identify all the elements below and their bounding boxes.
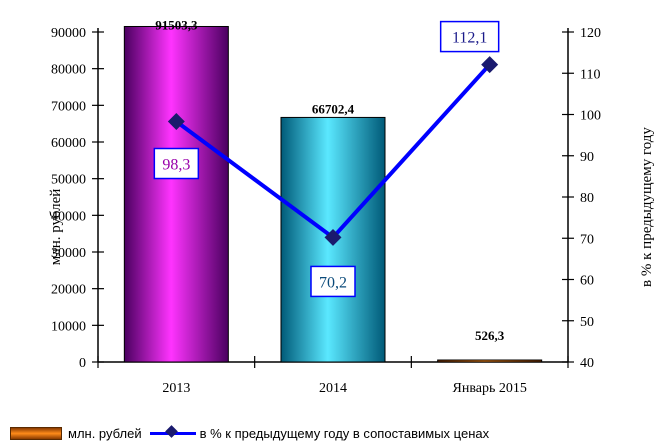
line-marker (167, 113, 185, 130)
left-tick-label: 70000 (51, 99, 86, 114)
legend: млн. рублей в % к предыдущему году в соп… (10, 424, 489, 442)
line-value-label: 98,3 (162, 157, 190, 174)
combo-chart: 0 10000 20000 30000 40000 50000 60000 70000 8000… (48, 17, 655, 396)
line-value-box (153, 147, 200, 180)
line-marker (324, 228, 342, 246)
data-labels: 91503,3 66702,4 526,3 98,3 70,2 112,1 (153, 17, 505, 343)
right-tick-label: 50 (580, 315, 594, 330)
line-value-box (310, 265, 356, 298)
left-tick-label: 90000 (51, 26, 86, 41)
legend-bar-label: млн. рублей (68, 425, 142, 441)
right-axis-title: в % к предыдущему году (639, 127, 655, 287)
right-tick-label: 100 (580, 109, 601, 124)
legend-bar-swatch (10, 426, 62, 440)
x-tick-label: 2013 (162, 381, 190, 396)
legend-line-swatch (149, 425, 196, 439)
left-tick-label: 40000 (51, 209, 86, 224)
left-tick-label: 20000 (51, 283, 86, 298)
x-tick-label: Январь 2015 (452, 381, 526, 396)
right-tick-label: 60 (580, 274, 594, 289)
bar (437, 359, 543, 363)
left-tick-label: 80000 (51, 63, 86, 78)
x-tick-label: 2014 (319, 381, 347, 396)
line-value-box (439, 20, 500, 53)
left-tick-label: 60000 (51, 136, 86, 151)
left-tick-label: 10000 (51, 319, 86, 334)
right-tick-label: 110 (580, 67, 600, 82)
bar-series (123, 25, 543, 363)
right-tick-label: 70 (580, 232, 594, 247)
line-value-label: 112,1 (452, 30, 487, 47)
right-tick-label: 90 (580, 150, 594, 165)
left-tick-label: 50000 (51, 173, 86, 188)
right-tick-label: 80 (580, 191, 594, 206)
bar-value-label: 66702,4 (312, 101, 355, 116)
line-value-label: 70,2 (319, 274, 347, 291)
bar-value-label: 526,3 (475, 328, 505, 343)
legend-line-label: в % к предыдущему году в сопоставимых це… (199, 425, 490, 441)
left-axis-title: млн. рублей (48, 189, 64, 266)
bar (123, 25, 229, 363)
line-series (167, 56, 499, 246)
bar-value-label: 91503,3 (155, 17, 198, 32)
left-tick-label: 30000 (51, 246, 86, 261)
axes: 0 10000 20000 30000 40000 50000 60000 70000 8000… (48, 26, 655, 396)
left-tick-label: 0 (79, 356, 86, 371)
right-tick-label: 40 (580, 356, 594, 371)
right-tick-label: 120 (580, 26, 601, 41)
